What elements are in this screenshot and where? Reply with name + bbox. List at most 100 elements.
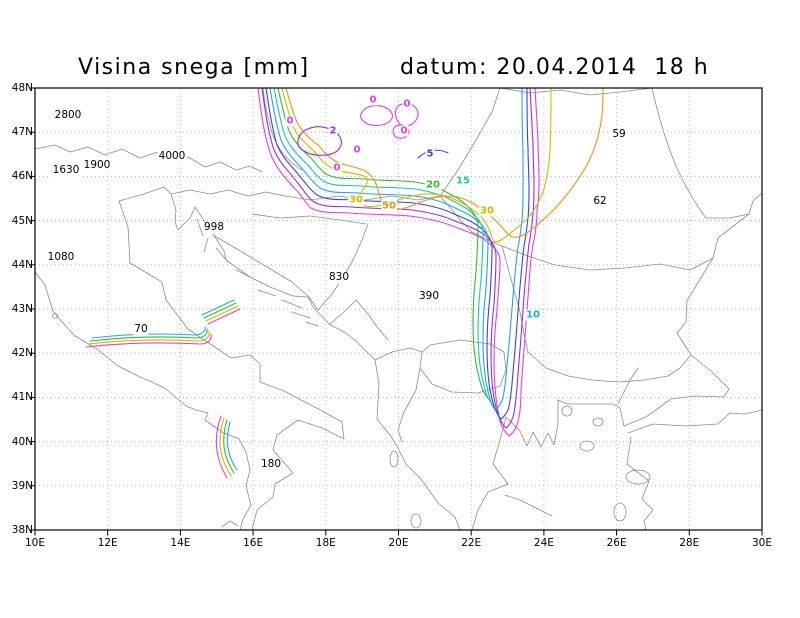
contour-50: [285, 87, 604, 238]
contour-label: 15: [455, 175, 471, 187]
hungary-romania-border: [439, 87, 501, 197]
contour-10-calabria: [226, 421, 238, 471]
contour-15: [273, 87, 494, 406]
contour-label: 30: [479, 205, 495, 217]
adriatic-island: [203, 237, 209, 253]
contour-20-apennine: [89, 328, 208, 342]
aegean-island: [613, 502, 627, 522]
station-label: 59: [611, 128, 627, 141]
station-label: 998: [202, 221, 226, 234]
lat-tick-label: 43N: [11, 303, 33, 315]
montenegro-border: [329, 299, 389, 341]
contour-30-apennine: [87, 330, 210, 345]
station-label: 62: [592, 195, 608, 208]
contour-label: 0: [285, 115, 295, 127]
station-label: 2800: [53, 109, 83, 122]
contour-0-apennine: [85, 333, 212, 348]
contour-label: 0: [352, 144, 362, 156]
contour-30-seg: [205, 305, 239, 322]
axis-ticks: [29, 87, 763, 536]
lat-tick-label: 44N: [11, 258, 33, 271]
contour-label: 0: [402, 98, 412, 110]
station-label: 830: [327, 271, 351, 284]
lon-tick-label: 16E: [243, 537, 264, 549]
evia-island: [504, 494, 553, 517]
drina-border: [317, 223, 369, 311]
romania-north-border: [499, 87, 653, 96]
adriatic-island: [215, 247, 229, 263]
page-title: Visina snega [mm]: [78, 55, 310, 80]
station-label: 1080: [46, 251, 76, 264]
station-label: 1900: [82, 159, 112, 172]
station-label: 70: [133, 323, 149, 336]
coastlines: [34, 186, 763, 531]
lon-tick-label: 14E: [170, 537, 191, 549]
contour-0-calabria: [215, 415, 228, 479]
adriatic-island: [257, 289, 277, 297]
lat-tick-label: 45N: [11, 214, 33, 227]
ionian-island: [410, 513, 422, 529]
elba-island: [52, 313, 58, 319]
lat-tick-label: 42N: [11, 347, 33, 360]
contour-label: 10: [525, 309, 541, 321]
contour-0-seg: [207, 308, 241, 325]
country-borders: [34, 87, 750, 443]
plot-datetime: datum: 20.04.2014 18 h: [400, 55, 710, 80]
danube-border: [439, 195, 714, 271]
station-label: 1630: [51, 164, 81, 177]
austria-hungary-border: [262, 87, 303, 171]
contour-label: 30: [348, 194, 364, 206]
contour-0-loop: [360, 105, 393, 126]
contour-label: 2: [328, 125, 338, 137]
contour-label: 50: [381, 200, 397, 212]
lat-tick-label: 48N: [11, 82, 33, 94]
lon-tick-label: 24E: [533, 537, 554, 549]
aegean-island: [592, 417, 604, 427]
station-label: 180: [259, 458, 283, 471]
ionian-island: [389, 450, 399, 468]
contour-label: 0: [332, 162, 342, 174]
contour-30-calabria: [219, 417, 232, 477]
lon-tick-label: 28E: [679, 537, 700, 549]
lon-tick-label: 26E: [606, 537, 627, 549]
adriatic-island: [235, 269, 253, 279]
lon-tick-label: 22E: [461, 537, 482, 549]
slovenia-croatia-border: [170, 189, 286, 197]
lon-tick-label: 18E: [315, 537, 336, 549]
bulgaria-greece-border: [527, 351, 692, 383]
aegean-island: [561, 405, 573, 417]
lon-tick-label: 10E: [25, 537, 45, 549]
evros-border: [617, 367, 639, 405]
macedonia-border: [419, 339, 507, 394]
contour-label: 5: [425, 148, 435, 160]
adriatic-island: [196, 218, 204, 237]
contour-2-loop: [297, 126, 342, 156]
hungary-south-border: [284, 195, 441, 201]
adriatic-island: [305, 321, 319, 327]
lat-tick-label: 39N: [11, 479, 33, 492]
contour-30: [281, 87, 552, 243]
greece-aegean-blacksea-coast: [471, 192, 763, 531]
grid-lines: [35, 88, 762, 530]
contour-10: [269, 87, 524, 411]
contour-label: 0: [399, 125, 409, 137]
lat-tick-label: 40N: [11, 435, 33, 448]
lon-tick-label: 30E: [752, 537, 772, 549]
contour-label: 20: [425, 179, 441, 191]
contour-10-seg: [201, 299, 235, 316]
contour-label: 0: [368, 94, 378, 106]
italy-west-coast: [34, 271, 252, 531]
contour-20-seg: [203, 302, 237, 319]
lat-tick-label: 41N: [11, 391, 33, 404]
lon-tick-label: 12E: [97, 537, 118, 549]
sicily-tip: [221, 520, 239, 528]
lat-tick-label: 38N: [11, 524, 33, 536]
contour-20: [277, 87, 489, 399]
aegean-island: [579, 440, 595, 452]
adriatic-balkan-coast: [170, 193, 461, 531]
lat-tick-label: 46N: [11, 170, 33, 183]
station-label: 4000: [157, 150, 187, 163]
contour-0-loop: [394, 103, 419, 127]
